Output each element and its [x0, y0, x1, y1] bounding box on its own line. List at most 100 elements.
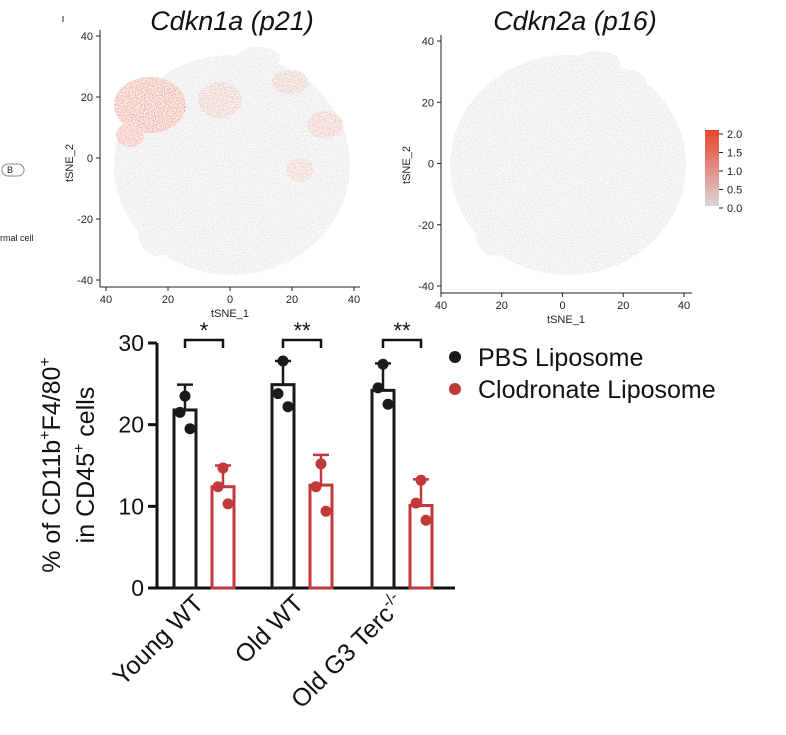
tsne-panel-cdkn2a: Cdkn2a (p16) 40 20 0 20 40 40 20 0 -20 -40 tSNE_1…: [401, 6, 692, 326]
cell-cluster: [138, 208, 178, 256]
colorbar-tick-label: 1.0: [727, 166, 742, 178]
chart-title: Cdkn1a (p21): [150, 6, 314, 36]
x-tick-label: 20: [496, 300, 508, 312]
data-point: [410, 497, 422, 509]
y-tick-label: 10: [118, 493, 144, 519]
data-point: [372, 382, 384, 394]
legend-marker-pbs: [449, 351, 461, 363]
chart-title: Cdkn2a (p16): [493, 6, 657, 36]
colorbar-ticks: 2.0 1.5 1.0 0.5 0.0: [719, 129, 742, 215]
data-point: [179, 390, 191, 402]
data-point: [310, 481, 322, 493]
significance-marks: * ** **: [183, 318, 423, 348]
legend-marker-clodronate: [449, 383, 461, 395]
tsne-cells: [450, 51, 686, 275]
cell-cluster: [475, 208, 515, 256]
data-point: [272, 388, 284, 400]
y-label-sup: +: [37, 357, 54, 366]
colorbar-tick-label: 0.0: [727, 203, 742, 215]
data-point: [217, 462, 229, 474]
x-tick-label: 40: [348, 294, 360, 306]
x-axis-label: tSNE_1: [547, 314, 585, 326]
bars: [172, 355, 434, 590]
tick-group: 40 20 0 20 40 40 20 0 -20 -40: [418, 36, 690, 312]
fragment-cell-label: rmal cell: [0, 233, 34, 243]
y-label-part: F4/80: [38, 367, 66, 431]
significance-bracket: [183, 338, 225, 348]
expression-hotspot: [114, 77, 186, 133]
y-tick-label: 30: [118, 330, 144, 356]
x-tick-label: 40: [678, 300, 690, 312]
category-label: Old WT: [230, 589, 310, 669]
significance-label: **: [293, 318, 311, 343]
expression-hotspot: [116, 123, 144, 147]
data-point: [212, 481, 224, 493]
tsne-panel-cdkn1a: Cdkn1a (p21) 40 20 0 20 40 40 20 0 -20 -40 tSNE_1…: [64, 6, 360, 320]
x-tick-label: 40: [435, 300, 447, 312]
y-tick-label: 0: [131, 575, 144, 601]
y-tick-label: -20: [77, 214, 93, 226]
tick-group: 40 20 0 20 40 40 20 0 -20 -40: [77, 31, 360, 306]
data-point: [420, 514, 432, 526]
x-tick-label: 20: [162, 294, 174, 306]
category-label-text: Old G3 Terc: [286, 600, 400, 714]
data-point: [415, 474, 427, 486]
expression-hotspot: [286, 158, 314, 182]
x-tick-label: 20: [286, 294, 298, 306]
data-point: [184, 423, 196, 435]
x-tick-label: 20: [617, 300, 629, 312]
colorbar-tick-label: 0.5: [727, 185, 742, 197]
significance-label: **: [393, 318, 411, 343]
fragment-b-badge: [1, 163, 25, 177]
y-tick-label: -40: [77, 275, 93, 287]
expression-hotspot: [198, 82, 242, 118]
legend: PBS Liposome Clodronate Liposome: [449, 344, 716, 404]
y-axis-label: tSNE_2: [401, 146, 413, 184]
x-tick-label: 0: [227, 294, 233, 306]
y-axis-label-line2: in CD45+ cells: [71, 387, 100, 544]
data-point: [222, 498, 234, 510]
legend-label-clodronate: Clodronate Liposome: [478, 376, 716, 404]
tsne-cells: [114, 47, 350, 275]
bar: [308, 483, 334, 590]
significance-bracket: [281, 338, 323, 348]
bar: [370, 388, 396, 590]
bar: [172, 408, 198, 590]
colorbar-tick-label: 1.5: [727, 148, 742, 160]
category-label: Young WT: [108, 589, 210, 691]
y-axis-label: tSNE_2: [64, 144, 76, 182]
data-point: [320, 505, 332, 517]
data-point: [277, 355, 289, 367]
cell-cluster: [236, 47, 280, 69]
data-point: [377, 358, 389, 370]
y-tick-label: 20: [422, 97, 434, 109]
expression-hotspot: [307, 111, 343, 139]
data-point: [282, 401, 294, 413]
y-tick-label: 0: [87, 153, 93, 165]
legend-label-pbs: PBS Liposome: [478, 344, 643, 372]
x-tick-label: 40: [100, 294, 112, 306]
y-tick-label: -20: [418, 220, 434, 232]
colorbar-gradient: [705, 130, 719, 206]
y-tick-label: 40: [81, 31, 93, 43]
data-point: [382, 398, 394, 410]
y-tick-label: -40: [418, 281, 434, 293]
fragment-b-label: B: [7, 165, 13, 175]
x-axis-label: tSNE_1: [211, 308, 249, 320]
y-tick-label: 40: [422, 36, 434, 48]
y-label-part: % of CD11b: [38, 440, 66, 573]
significance-bracket: [381, 338, 423, 348]
y-tick-label: 0: [428, 159, 434, 171]
data-point: [315, 458, 327, 470]
cell-cluster: [576, 51, 620, 73]
data-point: [174, 406, 186, 418]
colorbar-tick-label: 2.0: [727, 129, 742, 141]
cell-cluster: [272, 70, 308, 94]
y-ticks: 0 10 20 30: [118, 330, 157, 601]
x-tick-label: 0: [559, 300, 565, 312]
y-label-sup: +: [71, 444, 88, 453]
y-label-sup: +: [37, 431, 54, 440]
